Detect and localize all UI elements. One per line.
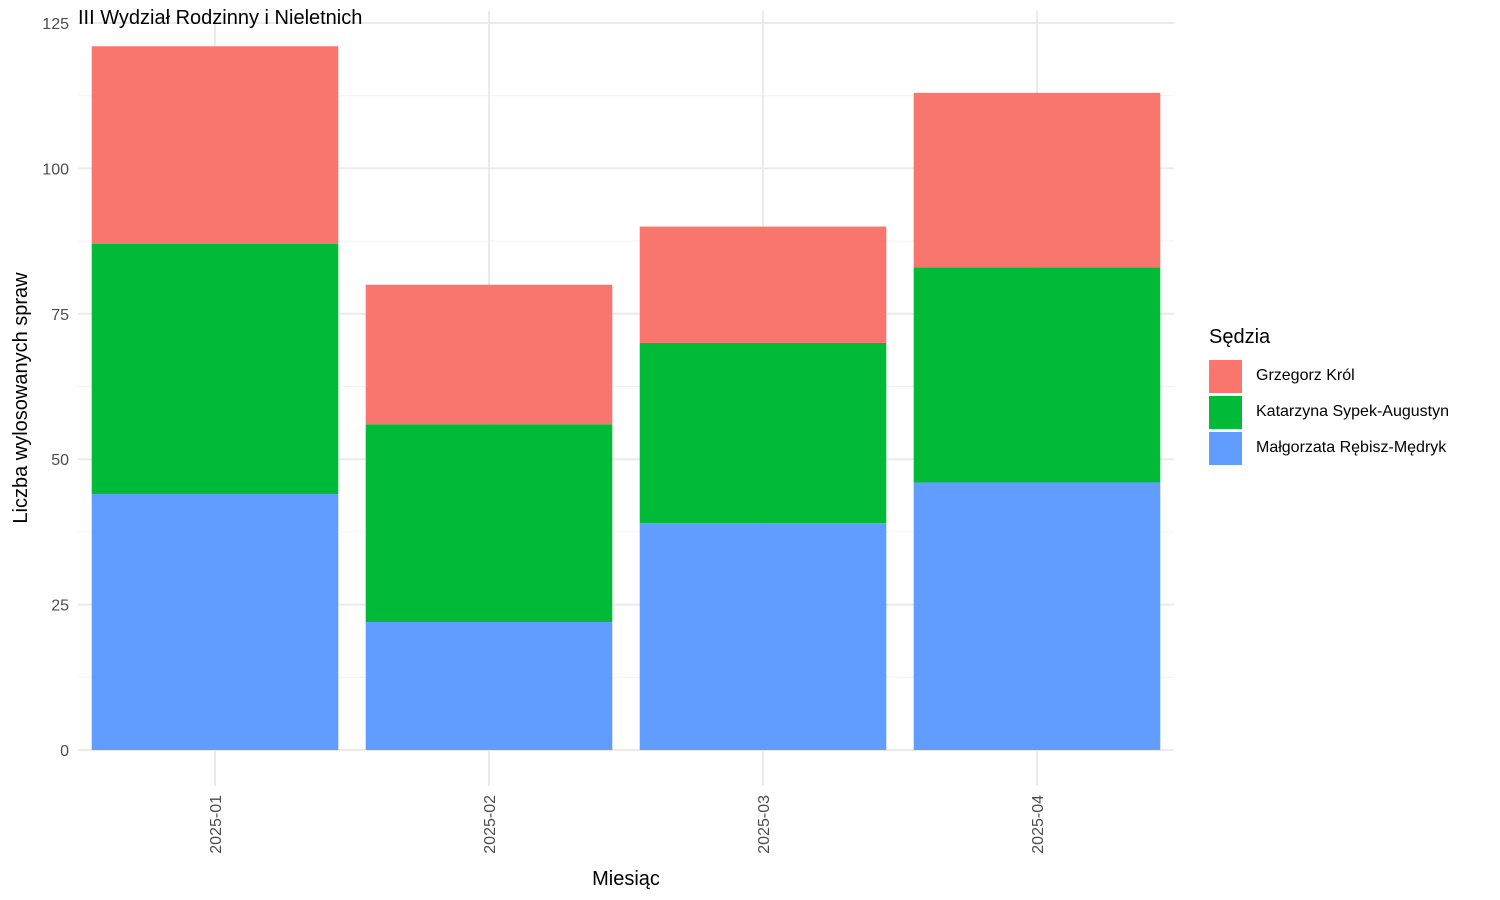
y-axis: 0 25 50 75 100 125 <box>42 16 69 760</box>
bars <box>91 46 1161 750</box>
y-axis-label: Liczba wylosowanych spraw <box>10 272 32 524</box>
legend-label: Grzegorz Król <box>1256 367 1355 384</box>
y-tick-label: 75 <box>51 307 69 324</box>
bar-segment <box>365 622 613 750</box>
legend-item: Małgorzata Rębisz-Mędryk <box>1209 430 1449 466</box>
y-tick-label: 125 <box>42 16 69 33</box>
bar-segment <box>365 284 613 425</box>
bar-segment <box>639 523 887 750</box>
x-tick-label: 2025-03 <box>756 795 773 854</box>
legend-key <box>1209 395 1242 429</box>
bar-segment <box>91 494 339 750</box>
y-tick-label: 100 <box>42 161 69 178</box>
legend-item: Grzegorz Król <box>1209 358 1449 394</box>
legend-item: Katarzyna Sypek-Augustyn <box>1209 394 1449 430</box>
legend-label: Małgorzata Rębisz-Mędryk <box>1256 439 1447 456</box>
legend-title: Sędzia <box>1209 326 1271 348</box>
x-tick-label: 2025-04 <box>1030 795 1047 854</box>
legend-key <box>1209 431 1242 465</box>
y-tick-label: 0 <box>60 743 69 760</box>
legend: Sędzia Grzegorz Król Katarzyna Sypek-Augu… <box>1209 326 1449 466</box>
legend-items: Grzegorz Król Katarzyna Sypek-Augustyn Mał… <box>1209 358 1449 466</box>
bar-segment <box>913 92 1161 268</box>
bar-segment <box>913 267 1161 483</box>
y-tick-label: 50 <box>51 452 69 469</box>
x-tick-label: 2025-02 <box>482 795 499 854</box>
bar-segment <box>365 424 613 623</box>
y-tick-label: 25 <box>51 598 69 615</box>
x-tick-label: 2025-01 <box>208 795 225 854</box>
bar-segment <box>639 342 887 524</box>
x-axis-label: Miesiąc <box>592 868 660 890</box>
bar-segment <box>639 226 887 343</box>
bar-segment <box>91 46 339 245</box>
x-axis: 2025-01 2025-02 2025-03 2025-04 <box>208 795 1047 854</box>
legend-key <box>1209 359 1242 393</box>
bar-segment <box>91 244 339 495</box>
legend-label: Katarzyna Sypek-Augustyn <box>1256 403 1449 420</box>
chart-title: III Wydział Rodzinny i Nieletnich <box>78 7 363 29</box>
bar-segment <box>913 482 1161 750</box>
